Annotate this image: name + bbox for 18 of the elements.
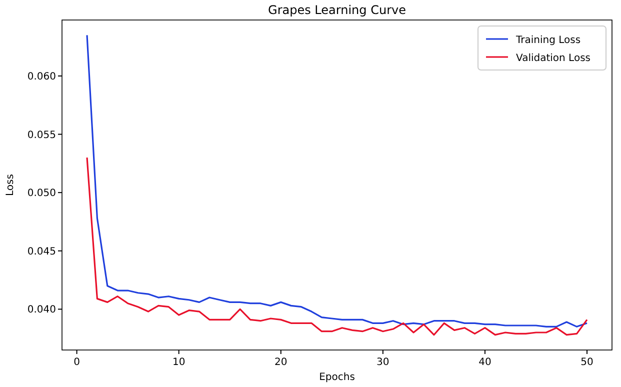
line-series [86,156,588,336]
y-tick-label: 0.040 [27,304,56,316]
x-axis-title: Epochs [319,372,355,383]
legend-label: Validation Loss [516,53,590,64]
x-tick-label: 50 [580,357,594,368]
x-tick-label: 0 [74,357,80,368]
y-tick-label: 0.055 [27,130,56,141]
legend-label: Training Loss [515,35,581,46]
chart-title: Grapes Learning Curve [268,3,406,17]
x-tick-label: 20 [274,357,288,368]
y-axis-title: Loss [5,174,16,196]
x-tick-label: 40 [478,357,492,368]
y-tick-label: 0.050 [27,188,56,200]
x-tick-label: 30 [376,357,390,368]
y-tick-label: 0.060 [27,71,56,82]
x-tick-label: 10 [172,357,186,368]
y-tick-label: 0.045 [27,246,56,258]
line-series [86,34,588,328]
